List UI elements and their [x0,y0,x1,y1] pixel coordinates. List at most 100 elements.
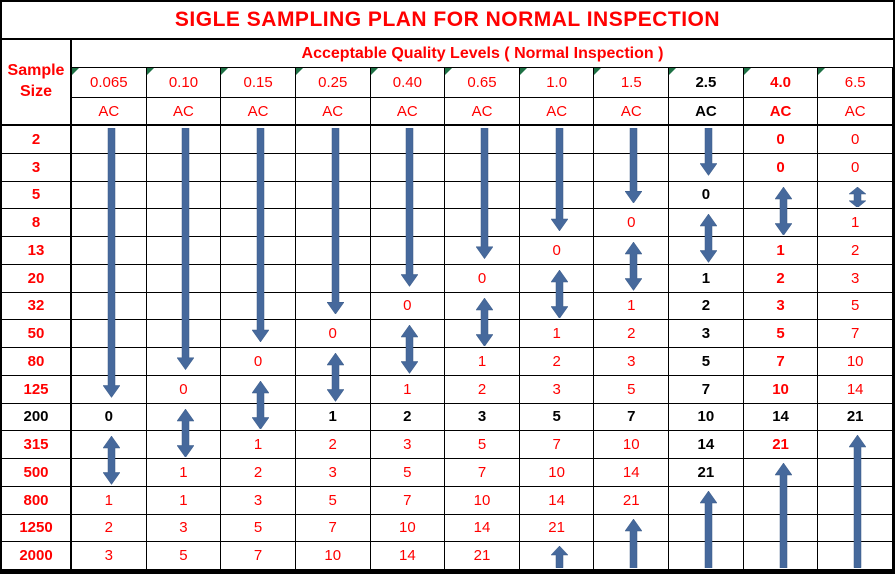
value-cell[interactable] [818,514,893,543]
value-cell[interactable] [370,320,446,348]
value-cell[interactable]: 7 [445,459,520,487]
value-cell[interactable]: 14 [594,459,670,487]
value-cell[interactable] [72,459,147,487]
sample-size-cell[interactable]: 1250 [2,514,72,543]
ac-header-cell[interactable]: AC [221,98,296,126]
value-cell[interactable] [295,237,371,265]
value-cell[interactable]: 5 [519,403,595,432]
value-cell[interactable] [221,209,296,237]
value-cell[interactable]: 2 [818,237,893,265]
value-cell[interactable]: 21 [594,486,670,515]
value-cell[interactable]: 1 [818,209,893,237]
value-cell[interactable] [72,264,147,293]
value-cell[interactable]: 10 [818,348,893,376]
value-cell[interactable]: 5 [146,542,222,570]
value-cell[interactable]: 10 [519,459,595,487]
value-cell[interactable] [594,181,670,210]
aql-header-cell[interactable]: 0.065 [72,68,147,98]
ac-header-cell[interactable]: AC [146,98,222,126]
value-cell[interactable] [519,209,595,237]
value-cell[interactable]: 3 [370,431,446,459]
value-cell[interactable] [221,237,296,265]
value-cell[interactable]: 2 [445,375,520,404]
value-cell[interactable] [519,181,595,210]
value-cell[interactable]: 1 [594,292,670,321]
value-cell[interactable] [594,126,670,154]
value-cell[interactable]: 21 [818,403,893,432]
value-cell[interactable] [370,237,446,265]
sample-size-cell[interactable]: 20 [2,264,72,293]
value-cell[interactable] [72,375,147,404]
value-cell[interactable] [519,264,595,293]
value-cell[interactable]: 10 [370,514,446,543]
value-cell[interactable]: 0 [445,264,520,293]
value-cell[interactable]: 14 [818,375,893,404]
value-cell[interactable]: 7 [743,348,819,376]
aql-header-cell[interactable]: 2.5 [669,68,744,98]
value-cell[interactable]: 3 [818,264,893,293]
value-cell[interactable] [743,514,819,543]
value-cell[interactable]: 3 [295,459,371,487]
aql-header-cell[interactable]: 1.0 [519,68,595,98]
value-cell[interactable] [594,514,670,543]
value-cell[interactable] [146,348,222,376]
sample-size-cell[interactable]: 5 [2,181,72,210]
value-cell[interactable] [72,431,147,459]
value-cell[interactable] [146,209,222,237]
value-cell[interactable] [669,237,744,265]
value-cell[interactable]: 3 [146,514,222,543]
value-cell[interactable]: 3 [743,292,819,321]
value-cell[interactable]: 3 [72,542,147,570]
value-cell[interactable]: 0 [818,126,893,154]
value-cell[interactable] [669,514,744,543]
value-cell[interactable]: 0 [295,320,371,348]
value-cell[interactable]: 1 [295,403,371,432]
value-cell[interactable] [594,264,670,293]
value-cell[interactable] [594,542,670,570]
value-cell[interactable]: 3 [669,320,744,348]
aql-banner[interactable]: Acceptable Quality Levels ( Normal Inspe… [72,40,893,68]
value-cell[interactable]: 3 [594,348,670,376]
ac-header-cell[interactable]: AC [72,98,147,126]
value-cell[interactable] [295,292,371,321]
value-cell[interactable] [295,181,371,210]
value-cell[interactable]: 7 [519,431,595,459]
value-cell[interactable] [669,126,744,154]
ac-header-cell[interactable]: AC [445,98,520,126]
aql-header-cell[interactable]: 6.5 [818,68,893,98]
value-cell[interactable] [519,126,595,154]
value-cell[interactable]: 14 [519,486,595,515]
value-cell[interactable]: 1 [445,348,520,376]
value-cell[interactable]: 7 [221,542,296,570]
value-cell[interactable]: 21 [669,459,744,487]
value-cell[interactable]: 10 [743,375,819,404]
sample-size-cell[interactable]: 8 [2,209,72,237]
value-cell[interactable] [743,209,819,237]
value-cell[interactable] [445,181,520,210]
value-cell[interactable]: 2 [370,403,446,432]
value-cell[interactable] [818,486,893,515]
value-cell[interactable] [221,375,296,404]
aql-header-cell[interactable]: 0.25 [295,68,371,98]
value-cell[interactable]: 5 [669,348,744,376]
sample-size-cell[interactable]: 80 [2,348,72,376]
value-cell[interactable] [370,181,446,210]
value-cell[interactable]: 0 [594,209,670,237]
value-cell[interactable]: 5 [445,431,520,459]
value-cell[interactable] [370,126,446,154]
value-cell[interactable]: 7 [669,375,744,404]
value-cell[interactable]: 7 [295,514,371,543]
value-cell[interactable] [221,181,296,210]
value-cell[interactable] [146,126,222,154]
value-cell[interactable] [445,153,520,182]
value-cell[interactable] [221,153,296,182]
sample-size-cell[interactable]: 200 [2,403,72,432]
value-cell[interactable] [445,209,520,237]
value-cell[interactable]: 0 [146,375,222,404]
table-title[interactable]: SIGLE SAMPLING PLAN FOR NORMAL INSPECTIO… [2,2,893,40]
value-cell[interactable] [445,126,520,154]
value-cell[interactable] [818,542,893,570]
value-cell[interactable]: 0 [743,153,819,182]
value-cell[interactable] [146,237,222,265]
value-cell[interactable] [146,153,222,182]
